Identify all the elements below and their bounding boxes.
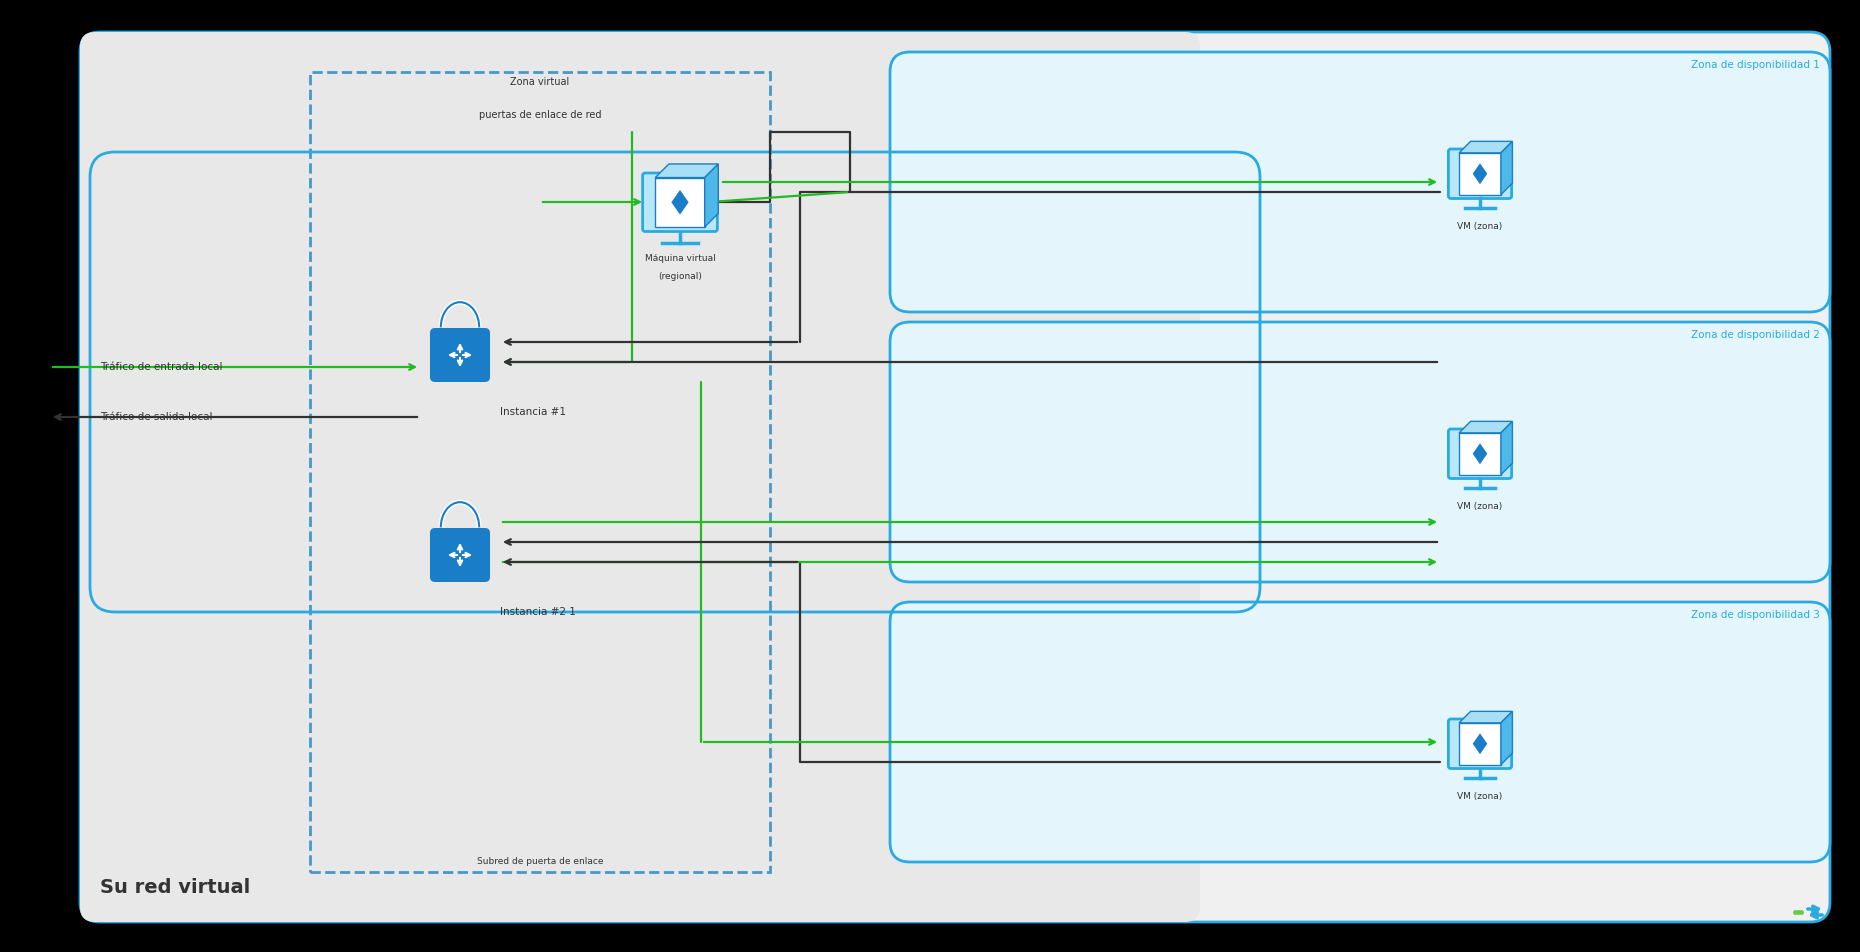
- Polygon shape: [1473, 164, 1488, 184]
- Polygon shape: [655, 178, 705, 227]
- Text: VM (zona): VM (zona): [1458, 502, 1503, 511]
- Polygon shape: [1458, 711, 1512, 723]
- FancyBboxPatch shape: [1449, 149, 1512, 199]
- FancyBboxPatch shape: [1449, 719, 1512, 768]
- FancyBboxPatch shape: [430, 528, 489, 582]
- Polygon shape: [1458, 141, 1512, 153]
- Text: Zona de disponibilidad 1: Zona de disponibilidad 1: [1691, 60, 1819, 70]
- FancyBboxPatch shape: [889, 602, 1830, 862]
- FancyBboxPatch shape: [889, 322, 1830, 582]
- Text: (regional): (regional): [658, 272, 701, 281]
- FancyBboxPatch shape: [430, 328, 489, 382]
- FancyBboxPatch shape: [642, 173, 718, 231]
- Polygon shape: [1458, 433, 1501, 475]
- Polygon shape: [1458, 723, 1501, 764]
- Text: Su red virtual: Su red virtual: [100, 878, 251, 897]
- Text: Subred de puerta de enlace: Subred de puerta de enlace: [476, 857, 603, 866]
- Polygon shape: [671, 189, 688, 214]
- Text: Instancia #2 1: Instancia #2 1: [500, 607, 577, 617]
- FancyBboxPatch shape: [1449, 429, 1512, 479]
- Text: Tráfico de entrada local: Tráfico de entrada local: [100, 362, 223, 372]
- Text: Máquina virtual: Máquina virtual: [645, 254, 716, 263]
- Polygon shape: [1458, 153, 1501, 194]
- Text: VM (zona): VM (zona): [1458, 222, 1503, 231]
- Text: Zona virtual: Zona virtual: [510, 77, 569, 87]
- Polygon shape: [705, 164, 718, 227]
- Polygon shape: [1501, 711, 1512, 764]
- Polygon shape: [1458, 422, 1512, 433]
- Text: VM (zona): VM (zona): [1458, 792, 1503, 801]
- FancyBboxPatch shape: [80, 32, 1200, 922]
- Polygon shape: [1501, 141, 1512, 194]
- Text: Tráfico de salida local: Tráfico de salida local: [100, 412, 212, 422]
- Text: puertas de enlace de red: puertas de enlace de red: [478, 110, 601, 120]
- Polygon shape: [1501, 422, 1512, 475]
- FancyBboxPatch shape: [889, 52, 1830, 312]
- Polygon shape: [655, 164, 718, 178]
- Polygon shape: [1473, 444, 1488, 465]
- Text: Zona de disponibilidad 2: Zona de disponibilidad 2: [1691, 330, 1819, 340]
- Text: Zona de disponibilidad 3: Zona de disponibilidad 3: [1691, 610, 1819, 620]
- Text: Instancia #1: Instancia #1: [500, 407, 565, 417]
- Polygon shape: [1473, 733, 1488, 754]
- FancyBboxPatch shape: [80, 32, 1830, 922]
